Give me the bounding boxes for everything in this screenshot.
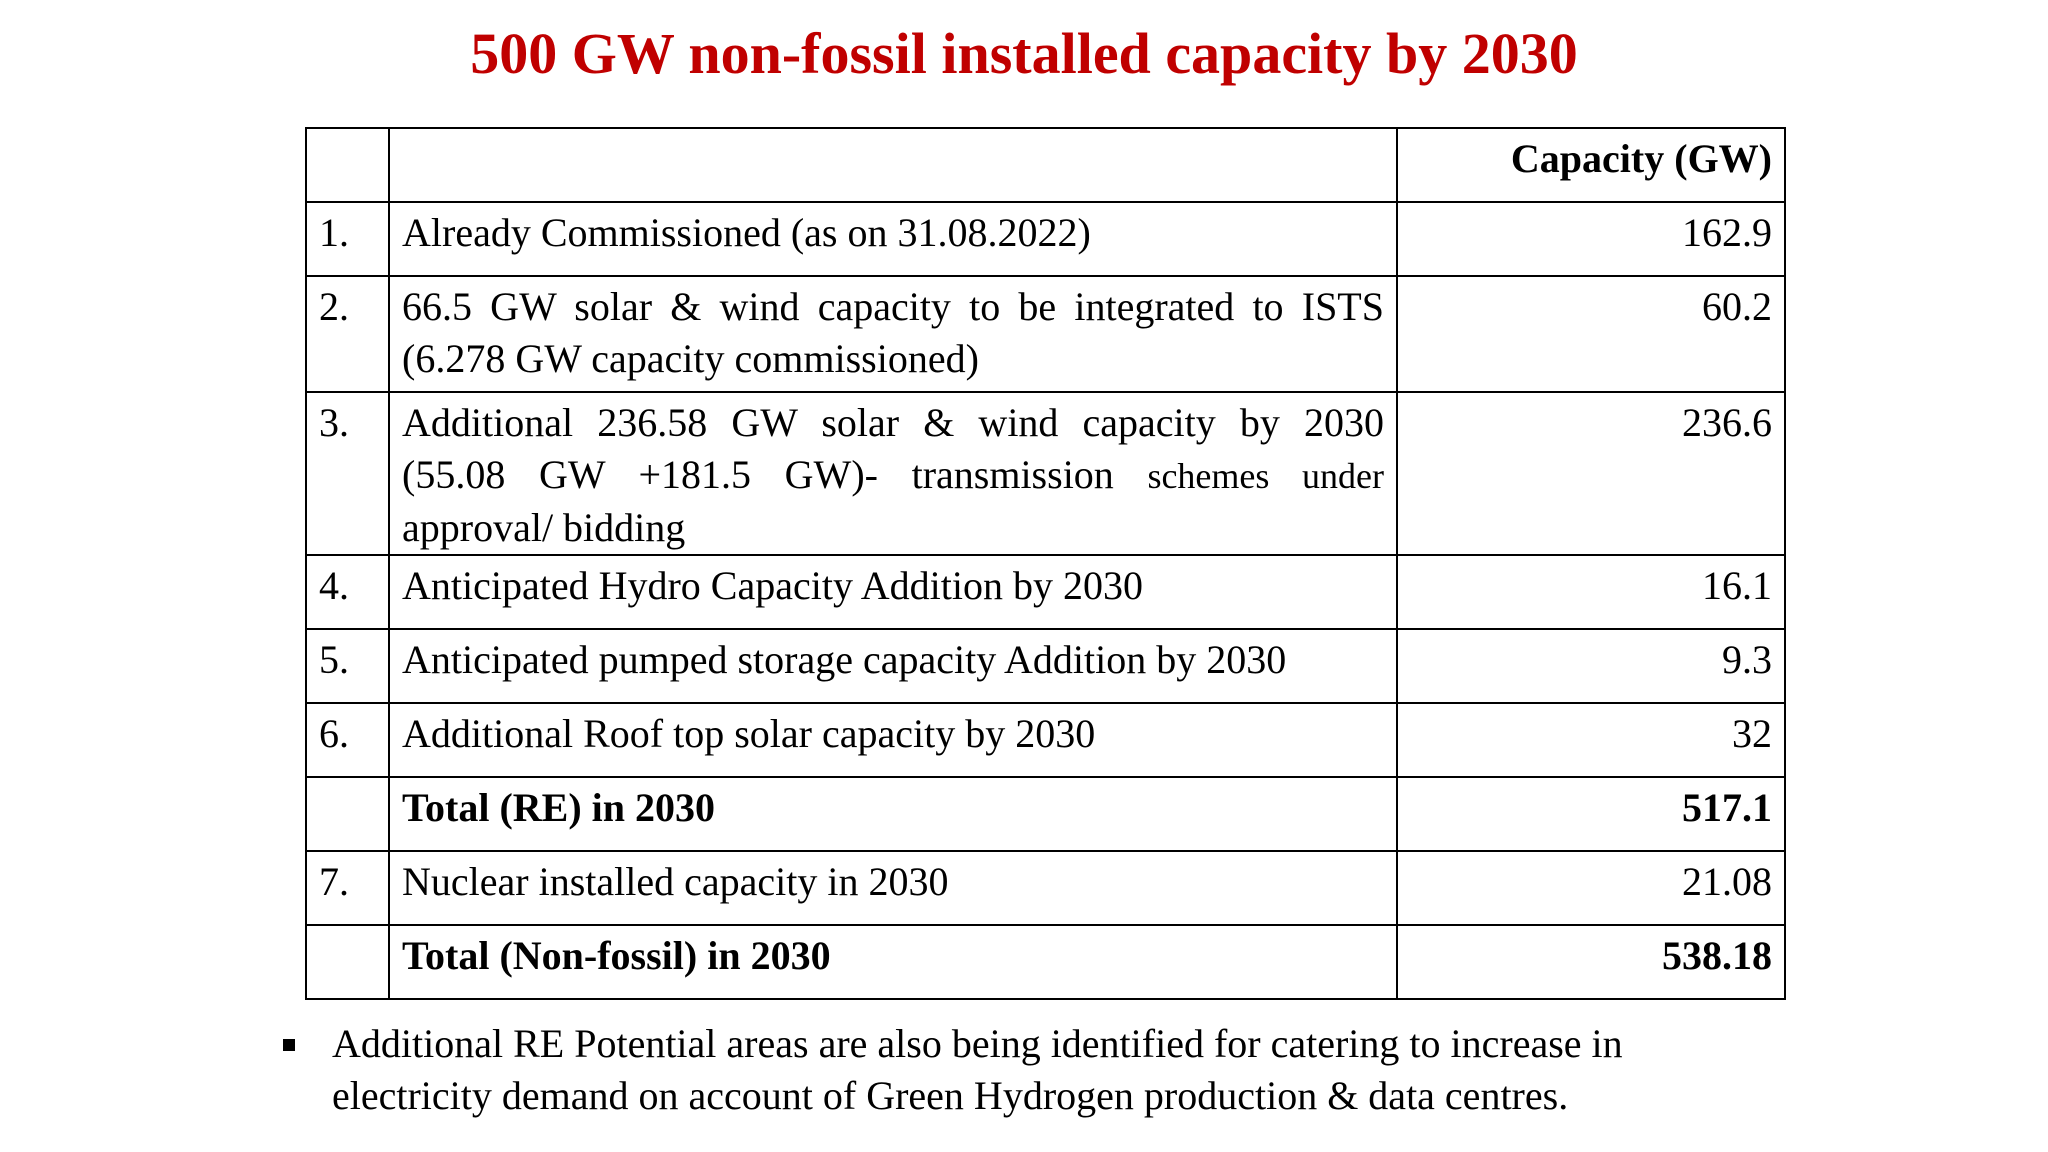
row-capacity-value: 236.6 (1396, 391, 1786, 556)
row-description-line: Nuclear installed capacity in 2030 (402, 859, 949, 904)
header-desc-cell (388, 127, 1398, 203)
row-capacity-value: 162.9 (1396, 201, 1786, 277)
footnote-text: Additional RE Potential areas are also b… (332, 1018, 1783, 1122)
table-row: 1. Already Commissioned (as on 31.08.202… (305, 201, 1786, 277)
row-capacity-value: 517.1 (1396, 776, 1786, 852)
row-description-run: (55.08 GW +181.5 GW)- transmission (402, 452, 1114, 497)
footnote-line: Additional RE Potential areas are also b… (332, 1021, 1623, 1066)
row-description-run-small: schemes under (1147, 456, 1384, 496)
header-capacity-cell: Capacity (GW) (1396, 127, 1786, 203)
footnote-line: electricity demand on account of Green H… (332, 1073, 1569, 1118)
row-number: 4. (305, 554, 390, 630)
row-description-line: Anticipated pumped storage capacity Addi… (402, 637, 1287, 682)
row-description-line: 66.5 GW solar & wind capacity to be inte… (402, 284, 1384, 329)
row-description-line: Total (Non-fossil) in 2030 (402, 933, 831, 978)
row-description: Already Commissioned (as on 31.08.2022) (388, 201, 1398, 277)
row-description-line: Anticipated Hydro Capacity Addition by 2… (402, 563, 1143, 608)
row-description: Additional Roof top solar capacity by 20… (388, 702, 1398, 778)
table-row: 6. Additional Roof top solar capacity by… (305, 702, 1786, 778)
capacity-table: Capacity (GW) 1. Already Commissioned (a… (305, 127, 1786, 1000)
row-description-line: Total (RE) in 2030 (402, 785, 716, 830)
row-number (305, 924, 390, 1000)
row-description: Anticipated Hydro Capacity Addition by 2… (388, 554, 1398, 630)
header-num-cell (305, 127, 390, 203)
row-number (305, 776, 390, 852)
row-number: 1. (305, 201, 390, 277)
footnote: Additional RE Potential areas are also b… (283, 1018, 1783, 1122)
row-description: Total (Non-fossil) in 2030 (388, 924, 1398, 1000)
table-row: 2. 66.5 GW solar & wind capacity to be i… (305, 275, 1786, 393)
row-description: Additional 236.58 GW solar & wind capaci… (388, 391, 1398, 556)
row-number: 7. (305, 850, 390, 926)
row-description-line: Already Commissioned (as on 31.08.2022) (402, 210, 1091, 255)
table-row: 3. Additional 236.58 GW solar & wind cap… (305, 391, 1786, 556)
table-total-row: Total (Non-fossil) in 2030 538.18 (305, 924, 1786, 1000)
square-bullet-icon (283, 1039, 295, 1051)
row-capacity-value: 60.2 (1396, 275, 1786, 393)
row-number: 6. (305, 702, 390, 778)
row-description: Nuclear installed capacity in 2030 (388, 850, 1398, 926)
slide-title: 500 GW non-fossil installed capacity by … (0, 18, 2048, 90)
row-capacity-value: 538.18 (1396, 924, 1786, 1000)
row-description: 66.5 GW solar & wind capacity to be inte… (388, 275, 1398, 393)
row-description-line-mixed: (55.08 GW +181.5 GW)- transmission schem… (402, 449, 1384, 502)
slide-title-text: 500 GW non-fossil installed capacity by … (470, 21, 1578, 86)
row-number: 3. (305, 391, 390, 556)
row-capacity-value: 16.1 (1396, 554, 1786, 630)
table-header-row: Capacity (GW) (305, 127, 1786, 203)
row-capacity-value: 21.08 (1396, 850, 1786, 926)
row-capacity-value: 32 (1396, 702, 1786, 778)
row-description-line: Additional Roof top solar capacity by 20… (402, 711, 1096, 756)
table-row: 7. Nuclear installed capacity in 2030 21… (305, 850, 1786, 926)
table-total-row: Total (RE) in 2030 517.1 (305, 776, 1786, 852)
row-number: 2. (305, 275, 390, 393)
row-description-line: Additional 236.58 GW solar & wind capaci… (402, 400, 1384, 445)
table-row: 5. Anticipated pumped storage capacity A… (305, 628, 1786, 704)
row-description-line: approval/ bidding (402, 505, 686, 550)
row-description: Anticipated pumped storage capacity Addi… (388, 628, 1398, 704)
row-number: 5. (305, 628, 390, 704)
row-description: Total (RE) in 2030 (388, 776, 1398, 852)
row-description-line: (6.278 GW capacity commissioned) (402, 336, 979, 381)
table-row: 4. Anticipated Hydro Capacity Addition b… (305, 554, 1786, 630)
row-capacity-value: 9.3 (1396, 628, 1786, 704)
